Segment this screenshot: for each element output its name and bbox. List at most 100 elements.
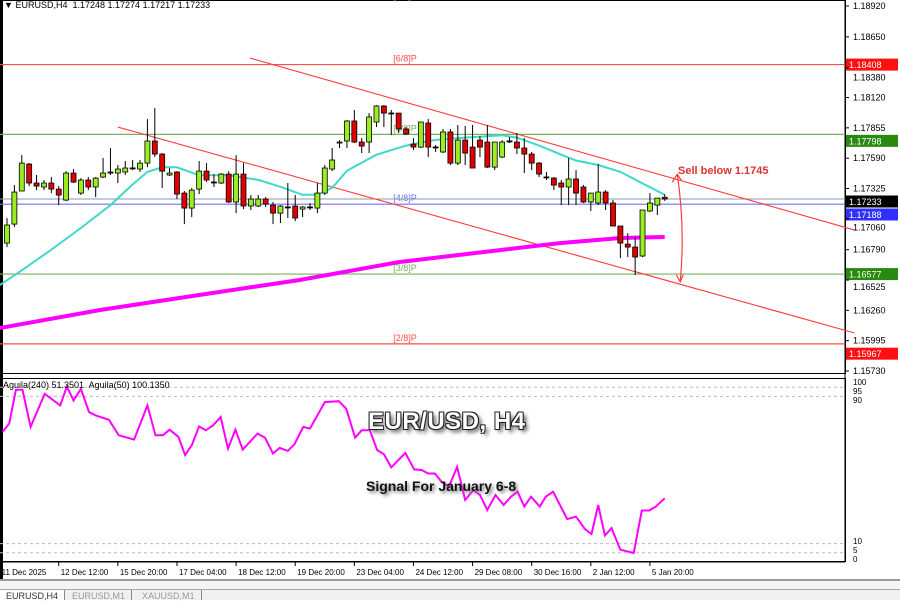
overlay-title: EUR/USD, H4 xyxy=(368,408,526,435)
candle-body xyxy=(270,204,276,214)
y-tick-label: 1.18920 xyxy=(853,1,886,11)
candle xyxy=(484,124,491,169)
candle-body xyxy=(610,202,616,227)
candle-body xyxy=(196,170,203,190)
candle xyxy=(92,177,99,198)
candle-body xyxy=(358,141,365,147)
candle xyxy=(255,195,262,208)
x-tick-label: 18 Dec 12:00 xyxy=(238,568,286,577)
candle xyxy=(299,206,306,218)
candle xyxy=(4,218,10,248)
candle-body xyxy=(70,172,77,183)
candle-body xyxy=(166,172,173,176)
candle-body xyxy=(602,191,609,204)
candle xyxy=(336,140,343,148)
candle xyxy=(26,163,33,187)
candle xyxy=(506,137,513,144)
candle xyxy=(329,147,336,172)
candle xyxy=(203,163,210,183)
candle-body xyxy=(100,172,106,178)
candle-body xyxy=(632,246,639,258)
dropdown-arrow-icon[interactable]: ▼ xyxy=(4,0,13,10)
slow-moving-average-line xyxy=(0,235,665,331)
candle-body xyxy=(536,162,542,175)
candle xyxy=(41,180,47,191)
candle-body xyxy=(314,192,321,209)
candle xyxy=(151,108,158,158)
candle xyxy=(100,158,106,179)
oscillator-tick-label: 90 xyxy=(853,396,862,405)
candle-body xyxy=(558,182,565,188)
chart-header: ▼ EURUSD,H4 1.17248 1.17274 1.17217 1.17… xyxy=(4,0,210,10)
level-price-tag: 1.16577 xyxy=(849,270,882,280)
candle-body xyxy=(247,198,254,207)
candle-body xyxy=(580,186,587,203)
tab-eurusd-m1[interactable]: EURUSD,M1 xyxy=(66,590,133,601)
candle xyxy=(580,185,587,204)
candle-body xyxy=(299,206,306,210)
oscillator-line xyxy=(1,383,666,555)
candle-body xyxy=(329,159,336,170)
oscillator-tick-label: 95 xyxy=(853,387,862,396)
tab-eurusd-h4[interactable]: EURUSD,H4 xyxy=(0,590,66,601)
candle xyxy=(307,203,313,211)
chart-tabs: EURUSD,H4 EURUSD,M1 XAUUSD,M1 xyxy=(0,589,900,601)
candle xyxy=(247,195,254,211)
y-tick-label: 1.17325 xyxy=(853,183,886,193)
candle xyxy=(558,180,565,206)
candle-body xyxy=(454,139,461,164)
candle-body xyxy=(654,197,661,206)
candle-body xyxy=(351,120,358,143)
y-tick-label: 1.17590 xyxy=(853,153,886,163)
candle xyxy=(188,188,195,218)
candle xyxy=(18,155,25,192)
level-label: [6/8]P xyxy=(393,54,417,64)
candle-body xyxy=(129,167,136,170)
tab-xauusd-m1[interactable]: XAUUSD,M1 xyxy=(136,590,202,601)
level-price-tag: 1.17798 xyxy=(849,136,882,146)
candle-body xyxy=(203,170,210,181)
open-value: 1.17248 xyxy=(72,0,106,10)
candle xyxy=(543,172,550,181)
candle xyxy=(403,127,409,136)
candle-body xyxy=(277,205,284,214)
candle-body xyxy=(388,112,395,115)
candle xyxy=(314,183,321,214)
oscillator-header: Aguila(240) 51.3501 Aguila(50) 100.1350 xyxy=(3,380,170,390)
candle xyxy=(181,191,188,225)
y-tick-label: 1.18120 xyxy=(853,93,886,103)
x-tick-label: 2 Jan 12:00 xyxy=(593,568,635,577)
candle xyxy=(632,237,639,276)
candle-body xyxy=(469,146,476,169)
candle xyxy=(395,112,402,134)
x-tick-label: 30 Dec 16:00 xyxy=(534,568,582,577)
candle xyxy=(410,138,417,151)
candle-body xyxy=(573,178,579,194)
x-tick-label: 29 Dec 08:00 xyxy=(475,568,523,577)
candle xyxy=(624,233,631,258)
candle xyxy=(491,141,498,171)
x-tick-label: 11 Dec 2025 xyxy=(2,568,47,577)
candle xyxy=(225,171,232,204)
candle xyxy=(262,197,269,208)
candle xyxy=(85,177,92,191)
candle-body xyxy=(159,153,166,172)
candle-body xyxy=(647,202,653,212)
candle-body xyxy=(344,120,350,142)
candle xyxy=(514,133,520,155)
candle xyxy=(358,138,365,154)
candle-body xyxy=(432,146,439,149)
high-value: 1.17274 xyxy=(107,0,141,10)
candle-body xyxy=(188,189,195,209)
y-tick-label: 1.16260 xyxy=(853,305,886,315)
x-tick-label: 17 Dec 04:00 xyxy=(179,568,227,577)
candle-body xyxy=(491,141,498,168)
candle xyxy=(373,105,380,128)
candle-body xyxy=(543,176,550,179)
scrollbar-area[interactable] xyxy=(0,579,900,590)
candle-body xyxy=(307,206,313,209)
candle xyxy=(174,171,180,200)
candle xyxy=(639,209,646,258)
y-tick-label: 1.16790 xyxy=(853,245,886,255)
